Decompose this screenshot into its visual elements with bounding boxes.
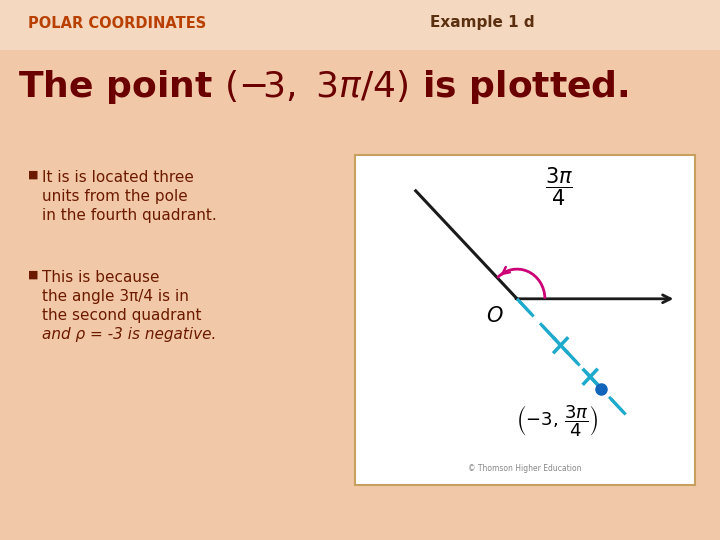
Text: ■: ■ <box>28 270 38 280</box>
Text: $O$: $O$ <box>486 306 504 327</box>
Bar <box>355 155 695 485</box>
Text: This is because: This is because <box>42 270 160 285</box>
Text: the angle 3π/4 is in: the angle 3π/4 is in <box>42 289 189 304</box>
Bar <box>0 0 720 50</box>
Text: units from the pole: units from the pole <box>42 189 188 204</box>
Text: $\dfrac{3\pi}{4}$: $\dfrac{3\pi}{4}$ <box>545 165 573 208</box>
Text: It is is located three: It is is located three <box>42 170 194 185</box>
Text: The point $(-\!3,\ 3\pi/4)$ is plotted.: The point $(-\!3,\ 3\pi/4)$ is plotted. <box>18 68 629 106</box>
Text: POLAR COORDINATES: POLAR COORDINATES <box>28 16 206 30</box>
Text: Example 1 d: Example 1 d <box>430 16 535 30</box>
Text: ■: ■ <box>28 170 38 180</box>
Text: © Thomson Higher Education: © Thomson Higher Education <box>468 463 582 472</box>
Text: the second quadrant: the second quadrant <box>42 308 202 323</box>
Text: $\left(-3,\,\dfrac{3\pi}{4}\right)$: $\left(-3,\,\dfrac{3\pi}{4}\right)$ <box>516 403 599 439</box>
Text: and ρ = -3 is negative.: and ρ = -3 is negative. <box>42 327 217 342</box>
Text: in the fourth quadrant.: in the fourth quadrant. <box>42 208 217 223</box>
